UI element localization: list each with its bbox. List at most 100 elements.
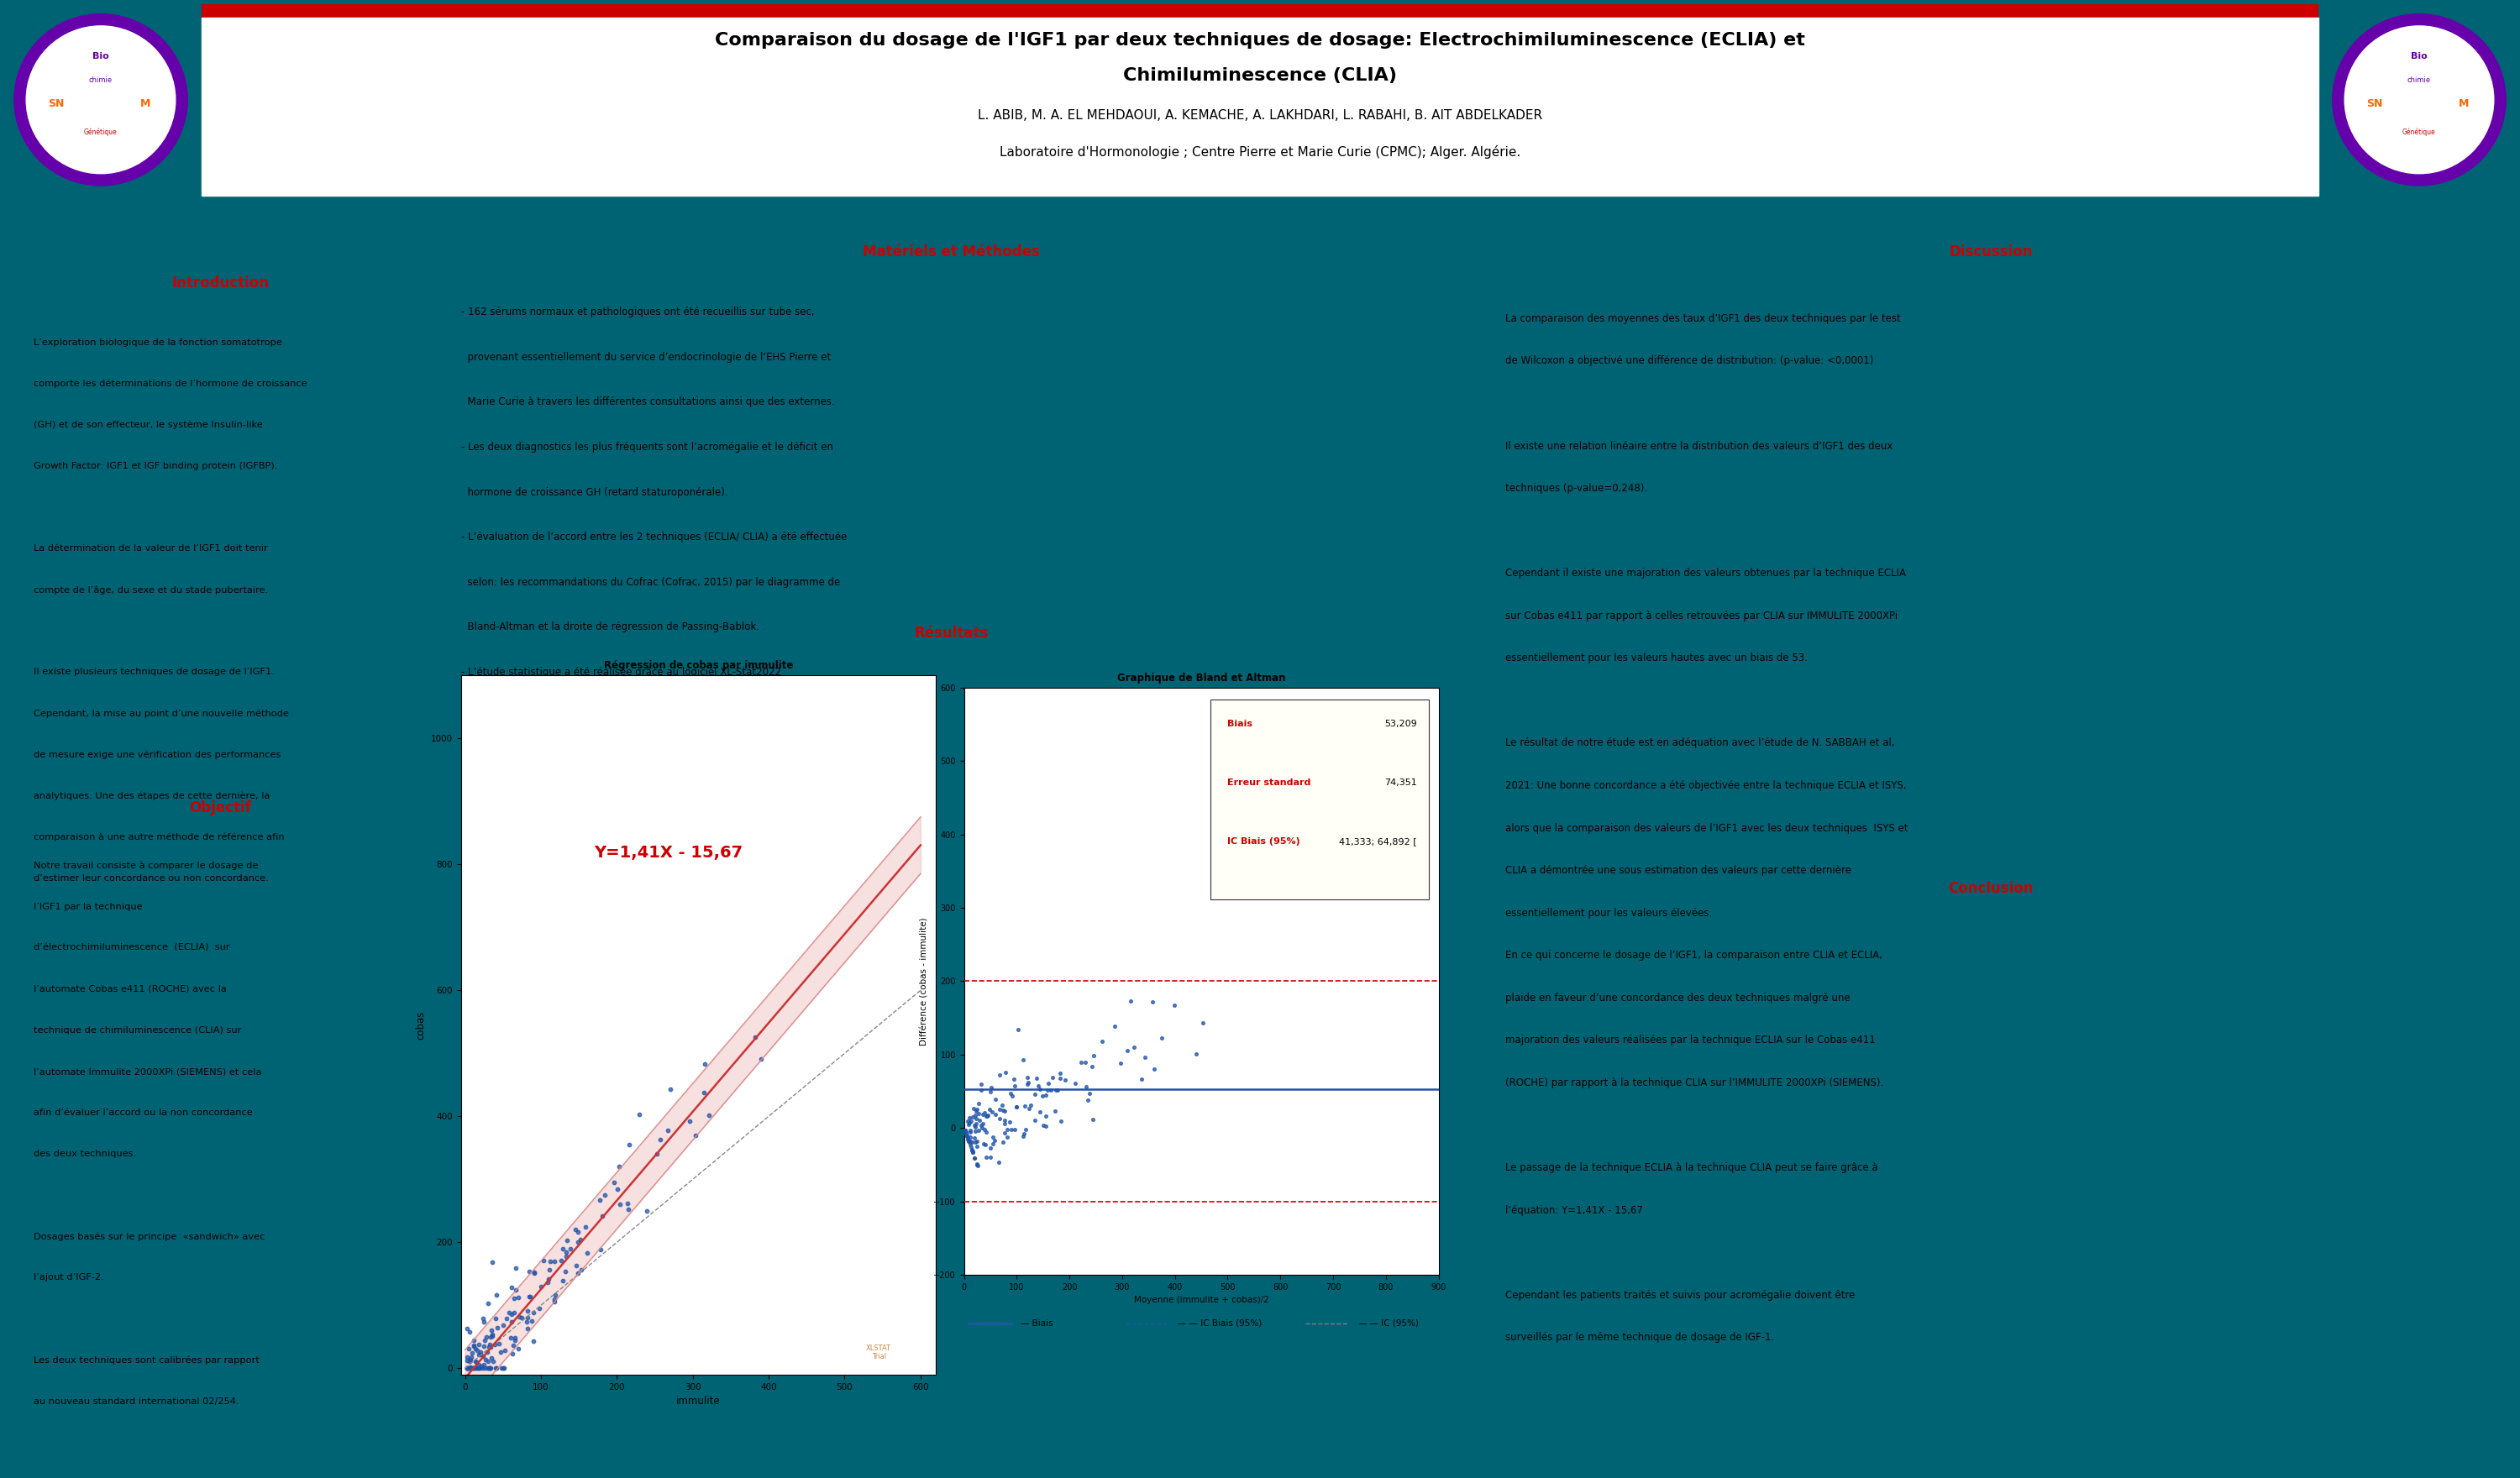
Point: [459, 1357, 499, 1380]
Point: [542, 1270, 582, 1293]
Point: [507, 1317, 547, 1341]
Point: [1008, 1073, 1048, 1097]
Point: [491, 1310, 532, 1333]
Point: [486, 1307, 527, 1330]
Point: [449, 1336, 489, 1360]
Point: [471, 1326, 512, 1349]
Point: [985, 1111, 1026, 1135]
Point: [968, 1104, 1008, 1128]
Point: [557, 1230, 597, 1253]
Text: d’électrochimiluminescence  (ECLIA)  sur: d’électrochimiluminescence (ECLIA) sur: [33, 944, 229, 952]
Point: [1182, 1011, 1222, 1035]
Point: [529, 1267, 570, 1290]
Text: 74,351: 74,351: [1383, 779, 1416, 788]
Point: [970, 1145, 1011, 1169]
Point: [953, 1141, 993, 1165]
Point: [963, 1103, 1003, 1126]
Point: [547, 1240, 587, 1264]
Point: [980, 1107, 1021, 1131]
Point: [544, 1259, 585, 1283]
Point: [459, 1352, 499, 1376]
Point: [955, 1104, 995, 1128]
Point: [454, 1357, 494, 1380]
Point: [985, 1108, 1026, 1132]
Point: [564, 1215, 605, 1239]
Text: SN: SN: [2366, 99, 2384, 109]
Text: Il existe plusieurs techniques de dosage de l’IGF1.: Il existe plusieurs techniques de dosage…: [33, 668, 275, 675]
Point: [459, 1332, 499, 1355]
Point: [507, 1299, 547, 1323]
Point: [995, 1117, 1036, 1141]
Point: [980, 1098, 1021, 1122]
Point: [464, 1307, 504, 1330]
Point: [736, 1026, 776, 1049]
Point: [958, 1092, 998, 1116]
Circle shape: [15, 13, 186, 186]
Point: [948, 1125, 988, 1148]
Point: [1101, 1051, 1142, 1075]
Text: Génétique: Génétique: [2402, 127, 2437, 136]
Point: [950, 1131, 990, 1154]
Point: [600, 1193, 640, 1216]
Point: [965, 1120, 1005, 1144]
Point: [990, 1110, 1031, 1134]
Text: chimie: chimie: [88, 75, 113, 84]
Text: provenant essentiellement du service d’endocrinologie de l’EHS Pierre et: provenant essentiellement du service d’e…: [461, 352, 832, 362]
Point: [983, 1098, 1023, 1122]
Point: [459, 1342, 499, 1366]
Point: [607, 1197, 648, 1221]
Point: [567, 1242, 607, 1265]
Point: [1111, 989, 1152, 1012]
Point: [1071, 1054, 1111, 1077]
Point: [461, 1341, 501, 1364]
Point: [950, 1135, 990, 1159]
Point: [953, 1131, 993, 1154]
Point: [963, 1116, 1003, 1140]
Point: [549, 1237, 590, 1261]
Text: En ce qui concerne le dosage de l’IGF1, la comparaison entre CLIA et ECLIA,: En ce qui concerne le dosage de l’IGF1, …: [1504, 950, 1882, 961]
Text: chimie: chimie: [2407, 75, 2432, 84]
Point: [466, 1326, 507, 1349]
Title: Graphique de Bland et Altman: Graphique de Bland et Altman: [1116, 672, 1285, 683]
Point: [1124, 1045, 1164, 1069]
Text: essentiellement pour les valeurs hautes avec un biais de 53.: essentiellement pour les valeurs hautes …: [1504, 653, 1807, 664]
Point: [464, 1329, 504, 1352]
Text: XLSTAT
Trial: XLSTAT Trial: [867, 1345, 892, 1361]
Point: [958, 1135, 998, 1159]
Point: [950, 1119, 990, 1142]
Text: plaide en faveur d’une concordance des deux techniques malgré une: plaide en faveur d’une concordance des d…: [1504, 993, 1850, 1004]
Point: [491, 1276, 532, 1299]
Point: [948, 1126, 988, 1150]
Point: [489, 1301, 529, 1324]
Point: [955, 1119, 995, 1142]
Circle shape: [2344, 27, 2495, 173]
Text: Erreur standard: Erreur standard: [1227, 779, 1310, 788]
Point: [481, 1357, 522, 1380]
Point: [464, 1357, 504, 1380]
Point: [1177, 1042, 1217, 1066]
Point: [469, 1332, 509, 1355]
Point: [945, 1119, 985, 1142]
Point: [995, 1095, 1036, 1119]
Point: [446, 1357, 486, 1380]
Point: [494, 1326, 534, 1349]
Point: [1121, 1067, 1162, 1091]
Point: [945, 1120, 985, 1144]
Point: [955, 1107, 995, 1131]
Point: [562, 1258, 602, 1281]
Point: [499, 1286, 539, 1310]
Point: [975, 1103, 1016, 1126]
Point: [1008, 1072, 1048, 1095]
Text: Les deux techniques sont calibrées par rapport: Les deux techniques sont calibrées par r…: [33, 1355, 260, 1364]
Point: [1003, 1125, 1043, 1148]
Point: [471, 1323, 512, 1346]
Point: [955, 1129, 995, 1153]
Text: L. ABIB, M. A. EL MEHDAOUI, A. KEMACHE, A. LAKHDARI, L. RABAHI, B. AIT ABDELKADE: L. ABIB, M. A. EL MEHDAOUI, A. KEMACHE, …: [978, 109, 1542, 123]
Point: [1026, 1083, 1066, 1107]
Point: [466, 1348, 507, 1372]
Point: [491, 1326, 532, 1349]
Point: [1041, 1061, 1081, 1085]
Text: 2021: Une bonne concordance a été objectivée entre la technique ECLIA et ISYS,: 2021: Une bonne concordance a été object…: [1504, 780, 1905, 791]
Point: [650, 1077, 690, 1101]
Text: Laboratoire d'Hormonologie ; Centre Pierre et Marie Curie (CPMC); Alger. Algérie: Laboratoire d'Hormonologie ; Centre Pier…: [1000, 145, 1520, 158]
